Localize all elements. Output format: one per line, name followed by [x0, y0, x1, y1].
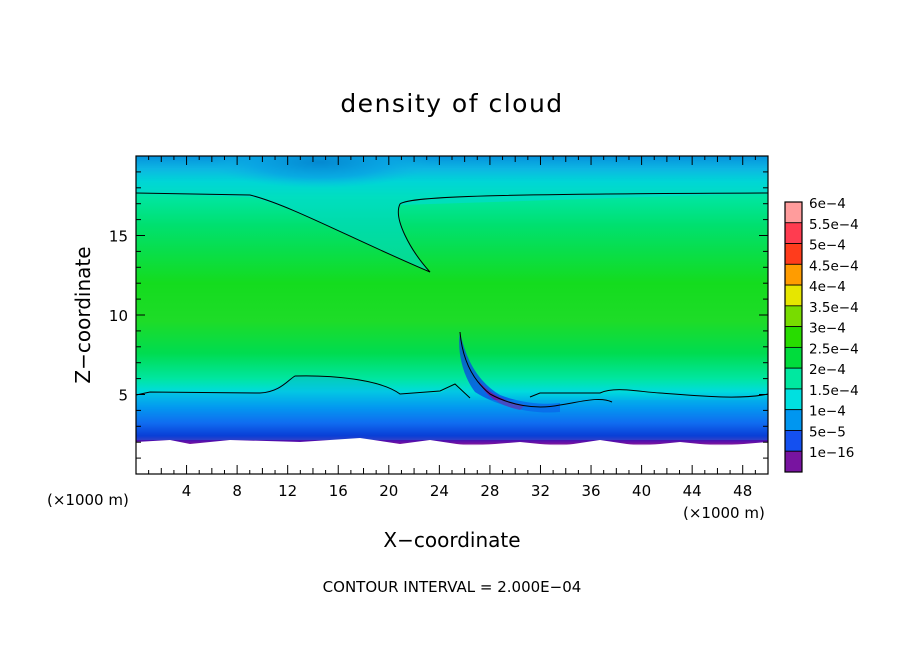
colorbar-swatch	[784, 388, 803, 411]
colorbar-label: 1e−16	[809, 445, 854, 461]
colorbar-swatch	[784, 346, 803, 369]
plume-core	[478, 380, 525, 410]
colorbar-label: 6e−4	[809, 196, 846, 212]
colorbar-label: 5.5e−4	[809, 217, 859, 233]
x-tick-label: 4	[182, 482, 192, 500]
y-tick-label: 15	[109, 228, 128, 246]
contour-line-lower	[136, 375, 768, 399]
colorbar-swatch	[784, 263, 803, 286]
colorbar-label: 3e−4	[809, 321, 846, 337]
x-tick-label: 16	[329, 482, 348, 500]
x-tick-label: 40	[632, 482, 651, 500]
x-tick-label: 32	[531, 482, 550, 500]
ground-edge	[136, 438, 768, 474]
contour-interval-note: CONTOUR INTERVAL = 2.000E−04	[323, 578, 582, 596]
colorbar-label: 2.5e−4	[809, 341, 859, 357]
x-tick-label: 44	[683, 482, 702, 500]
x-tick-label: 28	[480, 482, 499, 500]
x-tick-label: 48	[733, 482, 752, 500]
lower-cloud-bump	[136, 376, 768, 440]
x-unit-left: (×1000 m)	[47, 491, 129, 509]
colorbar-swatch	[784, 430, 803, 452]
x-tick-label: 36	[581, 482, 600, 500]
colorbar-label: 5e−4	[809, 238, 846, 254]
colorbar-frame	[784, 201, 803, 473]
colorbar-swatch	[784, 243, 803, 265]
plot-area	[136, 156, 768, 474]
colorbar-label: 1.5e−4	[809, 383, 859, 399]
x-axis-label: X−coordinate	[383, 528, 520, 552]
updraft-plume	[459, 332, 560, 413]
colorbar-swatch	[784, 409, 803, 431]
x-tick-label: 12	[278, 482, 297, 500]
colorbar-label: 4.5e−4	[809, 258, 859, 274]
field-background	[136, 156, 768, 474]
colorbar-swatch	[784, 201, 803, 224]
contour-line-upper	[136, 192, 768, 273]
colorbar-swatch	[784, 284, 803, 307]
chart-title: density of cloud	[340, 89, 563, 118]
colorbar-swatch	[784, 305, 803, 328]
colorbar-swatch	[784, 450, 803, 473]
colorbar-label: 3.5e−4	[809, 300, 859, 316]
colorbar-label: 4e−4	[809, 279, 846, 295]
y-tick-label: 10	[109, 307, 128, 325]
colorbar-swatch	[784, 326, 803, 348]
colorbar: 6e−4 5.5e−4 5e−4 4.5e−4 4e−4 3.5e−4 3e−4 2.5e−4…	[784, 196, 859, 473]
colorbar-swatch	[784, 222, 803, 244]
x-tick-label: 8	[232, 482, 242, 500]
upper-cloud-wedge	[136, 156, 768, 272]
colorbar-label: 1e−4	[809, 404, 846, 420]
colorbar-swatch	[784, 367, 803, 390]
x-tick-label: 20	[379, 482, 398, 500]
x-tick-label: 24	[430, 482, 449, 500]
colorbar-label: 2e−4	[809, 362, 846, 378]
y-axis-label: Z−coordinate	[71, 246, 95, 383]
y-tick-label: 5	[118, 387, 128, 405]
contour-line-plume	[459, 331, 613, 408]
colorbar-label: 5e−5	[809, 424, 846, 440]
x-unit-right: (×1000 m)	[683, 504, 765, 522]
